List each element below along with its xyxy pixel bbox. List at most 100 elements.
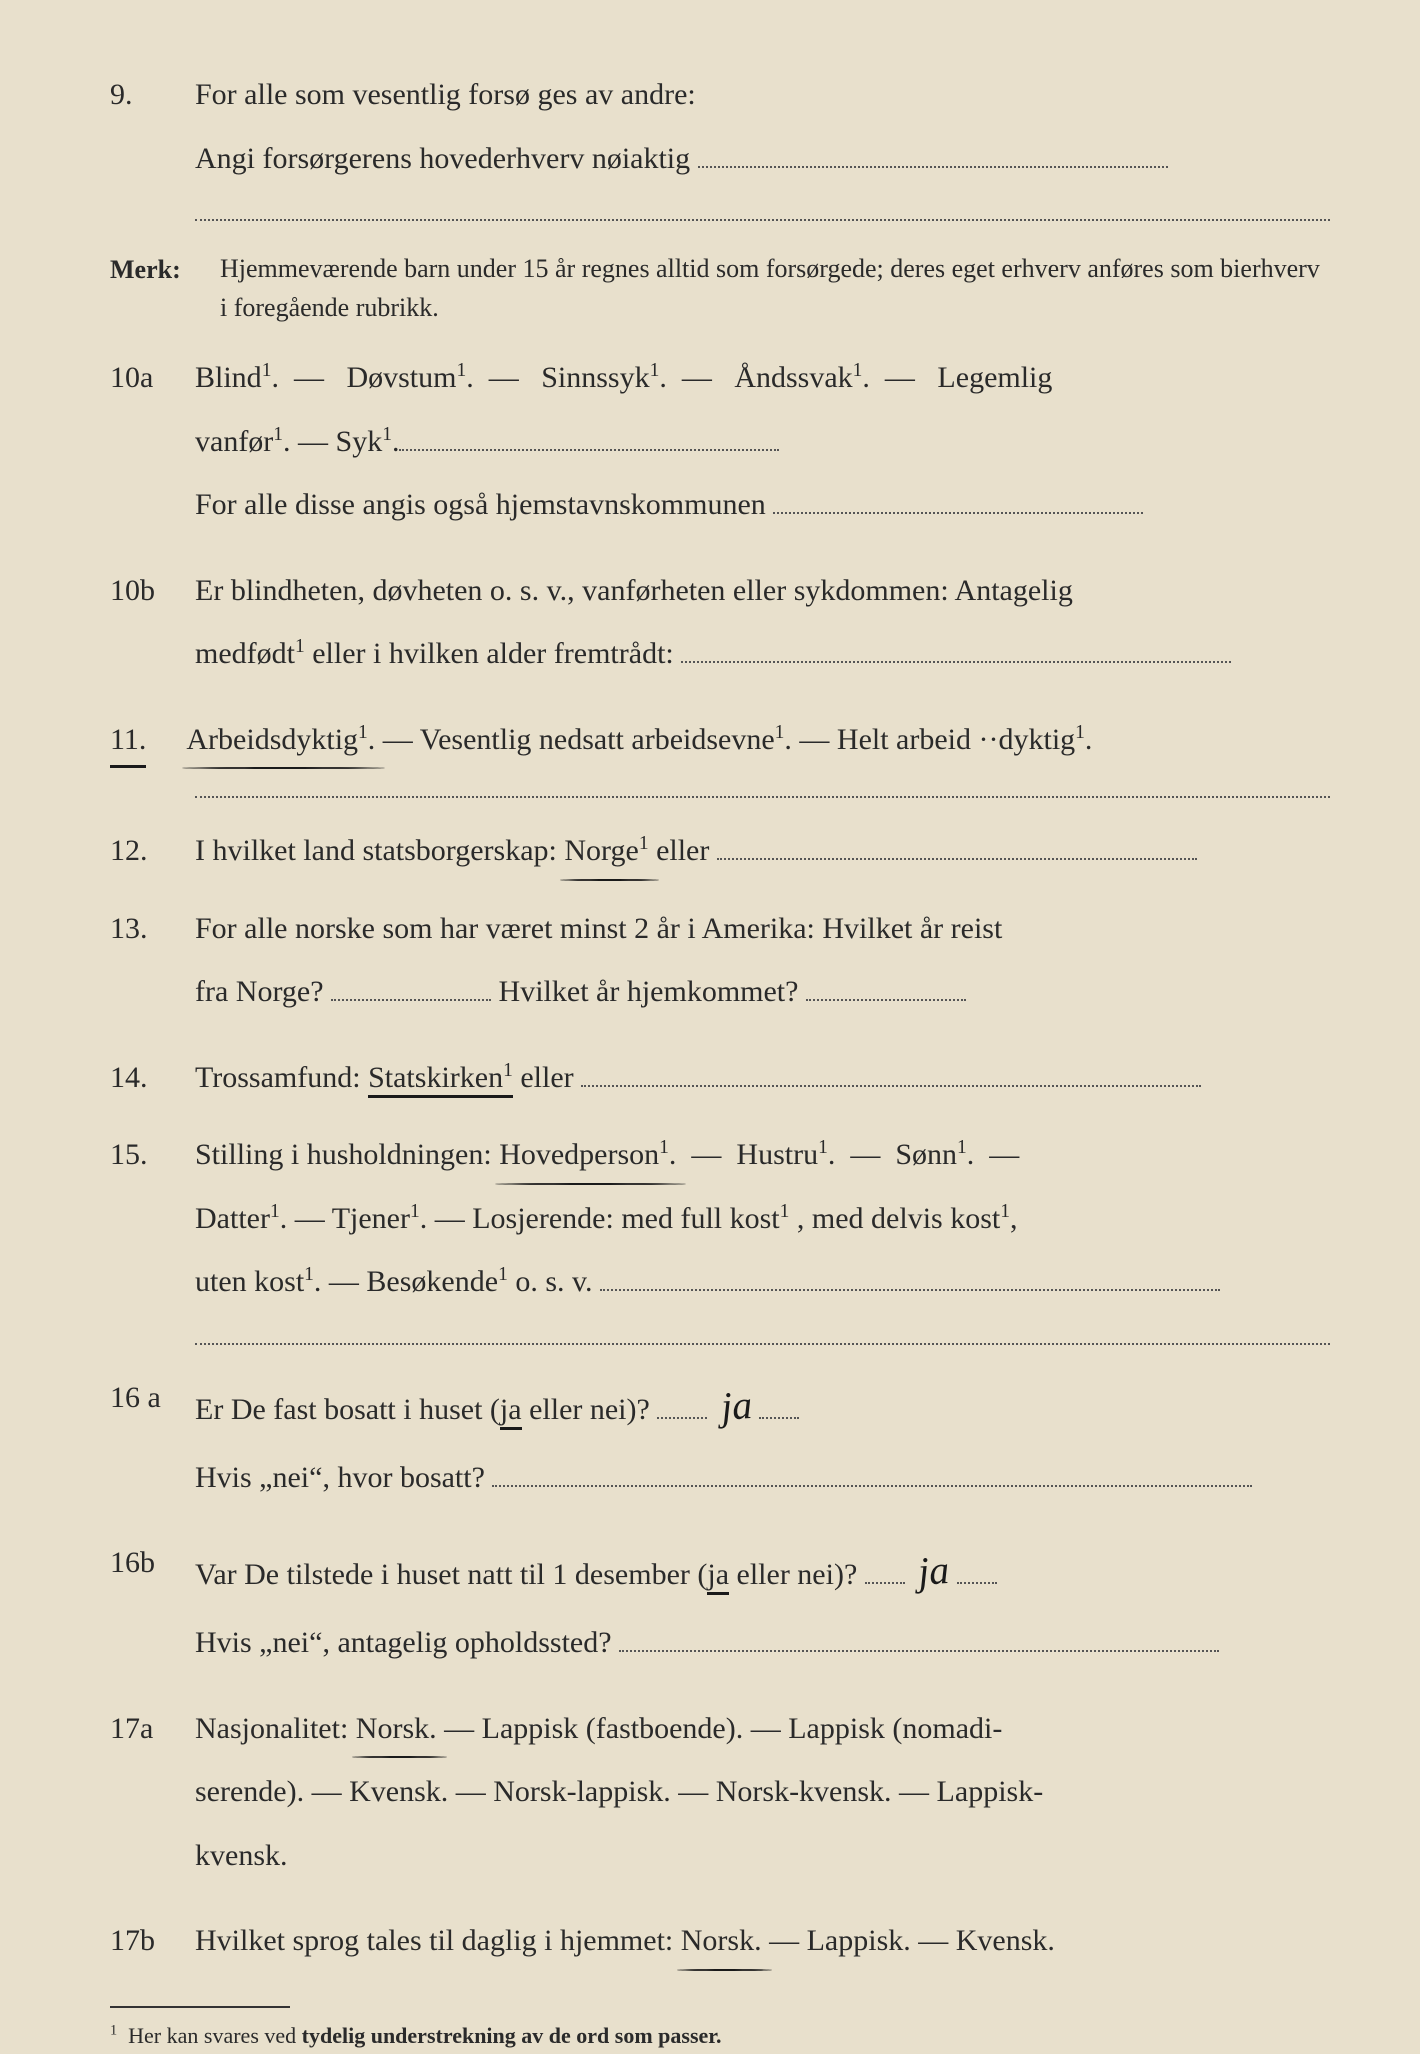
q11-number: 11. [110,715,146,769]
q16b-line2: Hvis „nei“, antagelig opholdssted? [195,1626,612,1659]
q16b-text-b: eller nei)? [729,1558,857,1591]
fill-line [698,166,1168,168]
q10a-line2: vanfør1. — Syk1. [195,417,1330,467]
opt-vanfor: vanfør [195,425,273,458]
opt-arbeidsdyktig: Arbeidsdyktig1. [186,715,375,765]
question-13: 13. For alle norske som har været minst … [110,904,1330,1025]
q17a-norsk: Norsk. [356,1704,437,1754]
q10b-line1: Er blindheten, døvheten o. s. v., vanfør… [195,566,1330,616]
opt-losjerende: Losjerende: med full kost [472,1202,779,1235]
q12-norge: Norge1 [564,826,648,876]
opt-hustru: Hustru [736,1138,818,1171]
q17a-content: Nasjonalitet: Norsk. — Lappisk (fastboen… [195,1704,1330,1889]
q17a-rest1: — Lappisk (fastboende). — Lappisk (nomad… [444,1712,1002,1745]
q17a-rest3: kvensk. [195,1831,1330,1881]
question-12: 12. I hvilket land statsborgerskap: Norg… [110,826,1330,876]
q17b-rest: — Lappisk. — Kvensk. [769,1924,1055,1957]
q17a-number: 17a [110,1704,195,1754]
fill-line [581,1085,1201,1087]
fill-line [492,1485,1252,1487]
question-10b: 10b Er blindheten, døvheten o. s. v., va… [110,566,1330,687]
q16a-line2-wrap: Hvis „nei“, hvor bosatt? [195,1453,1330,1503]
q9-number: 9. [110,70,195,120]
fill-line [865,1582,905,1584]
opt-datter: Datter [195,1202,270,1235]
q10a-line3: For alle disse angis også hjemstavnskomm… [195,488,766,521]
q12-content: I hvilket land statsborgerskap: Norge1 e… [195,826,1330,876]
q16a-line1: Er De fast bosatt i huset (ja eller nei)… [195,1373,1330,1439]
q16b-line2-wrap: Hvis „nei“, antagelig opholdssted? [195,1618,1330,1668]
fill-line [773,512,1143,514]
merk-text: Hjemmeværende barn under 15 år regnes al… [220,249,1330,327]
footnote-text-b: tydelig understrekning av de ord som pas… [302,2023,722,2048]
q9-line1: For alle som vesentlig forsø ges av andr… [195,70,1330,120]
fill-line [759,1417,799,1419]
fill-line [331,999,491,1001]
q16a-text-a: Er De fast bosatt i huset ( [195,1393,500,1426]
section-divider [195,796,1330,798]
q10b-line2: medfødt1 eller i hvilken alder fremtrådt… [195,629,1330,679]
footnote-num: 1 [110,2022,117,2038]
q14-text: Trossamfund: [195,1061,368,1094]
opt-besokende: Besøkende [366,1265,498,1298]
q15-line1: Stilling i husholdningen: Hovedperson1. … [195,1130,1330,1180]
q9-content: For alle som vesentlig forsø ges av andr… [195,70,1330,191]
opt-syk: Syk [336,425,383,458]
q15-number: 15. [110,1130,195,1180]
q16b-number: 16b [110,1538,195,1588]
q13-content: For alle norske som har været minst 2 år… [195,904,1330,1025]
footnote-separator [110,2006,290,2008]
q10a-content: Blind1. — Døvstum1. — Sinnssyk1. — Åndss… [195,353,1330,538]
q12-after: eller [656,834,709,867]
q12-number: 12. [110,826,195,876]
q17b-norsk: Norsk. [681,1916,762,1966]
q16b-line1: Var De tilstede i huset natt til 1 desem… [195,1538,1330,1604]
section-divider [195,1343,1330,1345]
q17a-line1: Nasjonalitet: Norsk. — Lappisk (fastboen… [195,1704,1330,1754]
opt-blind: Blind [195,361,262,394]
q14-after: eller [520,1061,573,1094]
footnote-text-a: Her kan svares ved [128,2023,302,2048]
merk-label: Merk: [110,249,220,292]
q16a-content: Er De fast bosatt i huset (ja eller nei)… [195,1373,1330,1511]
opt-dovstum: Døvstum [346,361,456,394]
q16b-text-a: Var De tilstede i huset natt til 1 desem… [195,1558,707,1591]
q10b-number: 10b [110,566,195,616]
q9-line2: Angi forsørgerens hovederhverv nøiaktig [195,142,690,175]
q10a-line1: Blind1. — Døvstum1. — Sinnssyk1. — Åndss… [195,353,1330,403]
question-16a: 16 a Er De fast bosatt i huset (ja eller… [110,1373,1330,1511]
opt-helt: Helt arbeid ··dyktig [837,723,1075,756]
q17a-rest2: serende). — Kvensk. — Norsk-lappisk. — N… [195,1767,1330,1817]
q14-number: 14. [110,1053,195,1103]
question-17a: 17a Nasjonalitet: Norsk. — Lappisk (fast… [110,1704,1330,1889]
fill-line [717,858,1197,860]
fill-line [681,661,1231,663]
opt-sinnssyk: Sinnssyk [541,361,649,394]
q10b-medfodt: medfødt [195,637,295,670]
q17b-text: Hvilket sprog tales til daglig i hjemmet… [195,1924,681,1957]
q10b-text: eller i hvilken alder fremtrådt: [312,637,674,670]
q17b-number: 17b [110,1916,195,1966]
q16b-answer: ja [916,1537,952,1605]
question-14: 14. Trossamfund: Statskirken1 eller [110,1053,1330,1103]
q15-osv: o. s. v. [515,1265,592,1298]
q17b-content: Hvilket sprog tales til daglig i hjemmet… [195,1916,1330,1966]
q12-text: I hvilket land statsborgerskap: [195,834,564,867]
q15-line3: uten kost1. — Besøkende1 o. s. v. [195,1257,1330,1307]
q10b-content: Er blindheten, døvheten o. s. v., vanfør… [195,566,1330,687]
q14-statskirken: Statskirken1 [368,1061,513,1098]
fill-line [619,1650,1219,1652]
fill-line [657,1417,707,1419]
q17a-text: Nasjonalitet: [195,1712,356,1745]
opt-legemlig: Legemlig [937,361,1052,394]
fill-line [806,999,966,1001]
fill-line [399,449,779,451]
q16b-content: Var De tilstede i huset natt til 1 desem… [195,1538,1330,1676]
footnote: 1 Her kan svares ved tydelig understrekn… [110,2018,1330,2054]
question-9: 9. For alle som vesentlig forsø ges av a… [110,70,1330,191]
fill-line [600,1289,1220,1291]
fill-line [957,1582,997,1584]
q13-hjem: Hvilket år hjemkommet? [499,975,799,1008]
q15-line2: Datter1. — Tjener1. — Losjerende: med fu… [195,1194,1330,1244]
opt-nedsatt: Vesentlig nedsatt arbeidsevne [420,723,775,756]
